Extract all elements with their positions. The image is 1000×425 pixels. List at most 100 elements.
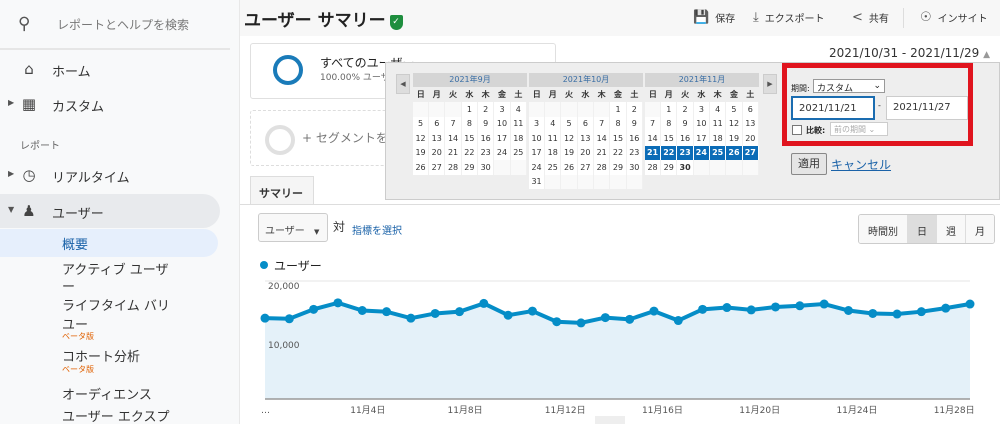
calendar-day[interactable]: 17 xyxy=(693,131,711,146)
calendar-day[interactable]: 4 xyxy=(709,102,727,117)
sidebar-subitem-cohort[interactable]: コホート分析 xyxy=(62,350,141,365)
calendar-day[interactable]: 16 xyxy=(676,131,694,146)
calendar-day[interactable]: 2 xyxy=(477,102,495,117)
calendar-day[interactable]: 17 xyxy=(493,131,511,146)
calendar-day[interactable]: 10 xyxy=(693,116,711,131)
sidebar-subitem-audiences[interactable]: オーディエンス xyxy=(62,388,152,403)
calendar-day[interactable]: 22 xyxy=(660,145,678,160)
sidebar-subitem-active-users-cont[interactable]: ー xyxy=(62,280,76,295)
calendar-day[interactable]: 26 xyxy=(413,160,430,175)
granularity-month[interactable]: 月 xyxy=(965,215,994,243)
calendar-day[interactable]: 25 xyxy=(544,160,562,175)
granularity-day[interactable]: 日 xyxy=(907,215,936,243)
calendar-day[interactable]: 15 xyxy=(660,131,678,146)
calendar-day[interactable]: 14 xyxy=(593,131,611,146)
calendar-day[interactable]: 12 xyxy=(725,116,743,131)
sidebar-item-users[interactable]: ▼ ♟ ユーザー xyxy=(0,194,220,228)
calendar-prev-button[interactable]: ◀ xyxy=(396,74,410,94)
calendar-day[interactable]: 27 xyxy=(428,160,446,175)
period-select[interactable]: カスタム ⌄ xyxy=(813,79,885,94)
sidebar-subitem-active-users[interactable]: アクティブ ユーザ xyxy=(62,263,169,278)
calendar-day[interactable]: 23 xyxy=(626,145,644,160)
calendar-day[interactable]: 9 xyxy=(676,116,694,131)
apply-button[interactable]: 適用 xyxy=(791,153,827,175)
calendar-day[interactable]: 11 xyxy=(709,116,727,131)
calendar-day[interactable]: 28 xyxy=(444,160,462,175)
calendar-day[interactable]: 3 xyxy=(693,102,711,117)
metric-select[interactable]: ユーザー ▼ xyxy=(258,213,328,242)
sidebar-subitem-overview[interactable]: 概要 xyxy=(62,238,89,253)
calendar-day[interactable]: 8 xyxy=(660,116,678,131)
sidebar-subitem-user-explorer[interactable]: ユーザー エクスプ xyxy=(62,410,170,425)
calendar-day[interactable]: 1 xyxy=(660,102,678,117)
calendar-day[interactable]: 9 xyxy=(626,116,644,131)
calendar-day[interactable]: 13 xyxy=(577,131,595,146)
calendar-day[interactable]: 10 xyxy=(493,116,511,131)
calendar-day[interactable]: 26 xyxy=(560,160,578,175)
calendar-day[interactable]: 28 xyxy=(593,160,611,175)
calendar-day[interactable]: 24 xyxy=(529,160,546,175)
calendar-day[interactable]: 18 xyxy=(510,131,528,146)
calendar-day[interactable]: 8 xyxy=(609,116,627,131)
search-input[interactable]: レポートとヘルプを検索 xyxy=(57,18,190,32)
search-bar[interactable]: ⚲ レポートとヘルプを検索 xyxy=(0,0,230,50)
calendar-day[interactable]: 6 xyxy=(577,116,595,131)
calendar-day[interactable]: 4 xyxy=(510,102,528,117)
calendar-day[interactable]: 20 xyxy=(577,145,595,160)
insight-button[interactable]: ☉ インサイト xyxy=(920,10,988,25)
pick-metric-link[interactable]: 指標を選択 xyxy=(352,226,402,237)
calendar-day[interactable]: 30 xyxy=(477,160,495,175)
calendar-day[interactable]: 19 xyxy=(413,145,430,160)
calendar-day[interactable]: 8 xyxy=(461,116,479,131)
calendar-day[interactable]: 20 xyxy=(742,131,760,146)
calendar-day[interactable]: 21 xyxy=(645,145,662,160)
calendar-day[interactable]: 4 xyxy=(544,116,562,131)
calendar-day[interactable]: 10 xyxy=(529,131,546,146)
calendar-day[interactable]: 29 xyxy=(660,160,678,175)
calendar-day[interactable]: 16 xyxy=(477,131,495,146)
calendar-day[interactable]: 19 xyxy=(725,131,743,146)
calendar-day[interactable]: 11 xyxy=(544,131,562,146)
calendar-day[interactable]: 11 xyxy=(510,116,528,131)
calendar-day[interactable]: 6 xyxy=(428,116,446,131)
calendar-day[interactable]: 25 xyxy=(709,145,727,160)
calendar-day[interactable]: 19 xyxy=(560,145,578,160)
calendar-day[interactable]: 24 xyxy=(693,145,711,160)
sidebar-item-custom[interactable]: ▶ ▦ カスタム xyxy=(0,87,220,121)
calendar-day[interactable]: 29 xyxy=(609,160,627,175)
calendar-day[interactable]: 5 xyxy=(725,102,743,117)
calendar-day[interactable]: 25 xyxy=(510,145,528,160)
compare-checkbox[interactable] xyxy=(792,125,802,135)
granularity-hourly[interactable]: 時間別 xyxy=(859,215,907,243)
calendar-day[interactable]: 14 xyxy=(444,131,462,146)
calendar-day[interactable]: 18 xyxy=(544,145,562,160)
calendar-day[interactable]: 27 xyxy=(577,160,595,175)
calendar-day[interactable]: 30 xyxy=(626,160,644,175)
calendar-next-button[interactable]: ▶ xyxy=(763,74,777,94)
calendar-day[interactable]: 16 xyxy=(626,131,644,146)
calendar-day[interactable]: 7 xyxy=(645,116,662,131)
calendar-day[interactable]: 21 xyxy=(593,145,611,160)
cancel-link[interactable]: キャンセル xyxy=(831,158,892,172)
sidebar-subitem-lifetime-value[interactable]: ライフタイム バリ xyxy=(62,299,170,314)
calendar-day[interactable]: 13 xyxy=(742,116,760,131)
compare-select[interactable]: 前の期間 ⌄ xyxy=(830,122,888,136)
calendar-day[interactable]: 12 xyxy=(413,131,430,146)
calendar-day[interactable]: 18 xyxy=(709,131,727,146)
calendar-day[interactable]: 13 xyxy=(428,131,446,146)
calendar-day[interactable]: 5 xyxy=(413,116,430,131)
calendar-day[interactable]: 2 xyxy=(626,102,644,117)
sidebar-subitem-lifetime-value-cont[interactable]: ユー xyxy=(62,318,89,333)
calendar-day[interactable]: 14 xyxy=(645,131,662,146)
calendar-day[interactable]: 29 xyxy=(461,160,479,175)
calendar-day[interactable]: 23 xyxy=(676,145,694,160)
granularity-week[interactable]: 週 xyxy=(936,215,965,243)
calendar-day[interactable]: 1 xyxy=(609,102,627,117)
calendar-day[interactable]: 30 xyxy=(676,160,694,175)
calendar-day[interactable]: 12 xyxy=(560,131,578,146)
calendar-day[interactable]: 7 xyxy=(593,116,611,131)
calendar-day[interactable]: 22 xyxy=(609,145,627,160)
calendar-day[interactable]: 21 xyxy=(444,145,462,160)
start-date-input[interactable]: 2021/11/21 xyxy=(791,96,875,120)
share-button[interactable]: < 共有 xyxy=(852,10,889,25)
